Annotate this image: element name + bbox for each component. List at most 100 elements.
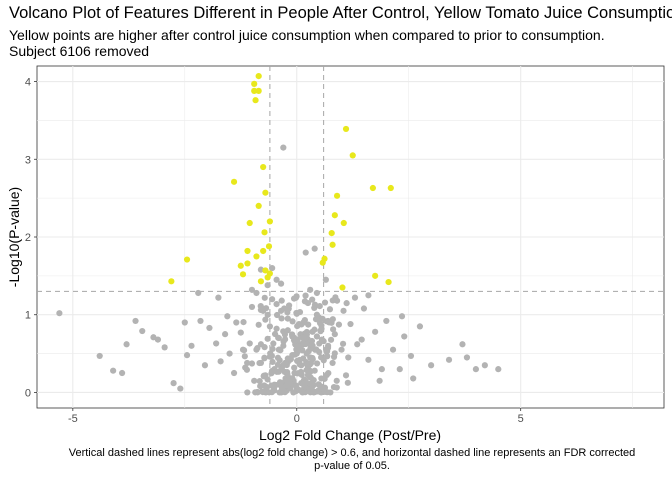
- nonsignificant-point: [240, 347, 248, 354]
- nonsignificant-point: [301, 317, 308, 324]
- significant-point: [265, 243, 273, 250]
- nonsignificant-point: [256, 359, 263, 367]
- significant-point: [264, 274, 271, 281]
- nonsignificant-point: [323, 371, 330, 378]
- chart-caption: Vertical dashed lines represent abs(log2…: [40, 447, 664, 472]
- significant-point: [244, 260, 251, 267]
- nonsignificant-point: [261, 355, 268, 362]
- nonsignificant-points: [56, 144, 502, 396]
- nonsignificant-point: [254, 388, 261, 396]
- subtitle-line-1: Yellow points are higher after control j…: [9, 27, 605, 43]
- y-tick-label: 2: [25, 232, 31, 244]
- nonsignificant-point: [329, 326, 337, 333]
- significant-point: [262, 189, 269, 196]
- nonsignificant-point: [339, 340, 347, 347]
- significant-point: [255, 87, 262, 94]
- y-tick-label: 0: [25, 387, 31, 399]
- nonsignificant-point: [309, 296, 316, 303]
- nonsignificant-point: [333, 377, 340, 384]
- nonsignificant-point: [291, 338, 298, 345]
- nonsignificant-point: [262, 305, 270, 312]
- nonsignificant-point: [263, 384, 271, 391]
- nonsignificant-point: [331, 350, 338, 357]
- significant-point: [329, 241, 336, 248]
- nonsignificant-point: [253, 289, 260, 297]
- nonsignificant-point: [118, 369, 126, 377]
- x-tick-label: -5: [68, 413, 78, 425]
- nonsignificant-point: [329, 297, 336, 304]
- nonsignificant-point: [293, 310, 300, 317]
- caption-line-1: Vertical dashed lines represent abs(log2…: [68, 447, 636, 459]
- significant-point: [333, 192, 341, 199]
- significant-point: [342, 125, 350, 133]
- nonsignificant-point: [428, 362, 435, 369]
- nonsignificant-point: [281, 361, 288, 368]
- nonsignificant-point: [268, 352, 276, 359]
- nonsignificant-point: [299, 334, 306, 341]
- nonsignificant-point: [396, 366, 403, 373]
- nonsignificant-point: [241, 353, 248, 360]
- nonsignificant-point: [254, 345, 261, 352]
- caption-line-2: p-value of 0.05.: [314, 459, 390, 472]
- nonsignificant-point: [273, 325, 280, 332]
- nonsignificant-point: [302, 292, 309, 299]
- x-tick-label: 0: [294, 413, 300, 425]
- nonsignificant-point: [320, 357, 327, 364]
- nonsignificant-point: [177, 385, 184, 392]
- nonsignificant-point: [257, 382, 264, 390]
- subtitle-line-2: Subject 6106 removed: [9, 43, 150, 59]
- nonsignificant-point: [321, 299, 329, 306]
- nonsignificant-point: [294, 322, 301, 330]
- nonsignificant-point: [378, 366, 385, 373]
- nonsignificant-point: [389, 346, 397, 353]
- y-tick-label: 3: [25, 154, 31, 166]
- nonsignificant-point: [410, 375, 417, 382]
- nonsignificant-point: [257, 302, 264, 310]
- nonsignificant-point: [217, 358, 224, 365]
- nonsignificant-point: [307, 380, 314, 387]
- nonsignificant-point: [302, 249, 309, 256]
- nonsignificant-point: [96, 352, 103, 360]
- nonsignificant-point: [264, 335, 271, 342]
- nonsignificant-point: [294, 347, 302, 355]
- significant-point: [319, 259, 326, 266]
- nonsignificant-point: [343, 300, 350, 307]
- nonsignificant-point: [347, 320, 354, 328]
- significant-point: [251, 80, 258, 87]
- nonsignificant-point: [248, 360, 256, 367]
- nonsignificant-point: [301, 383, 308, 391]
- nonsignificant-point: [170, 380, 177, 387]
- nonsignificant-point: [340, 307, 347, 314]
- nonsignificant-point: [188, 342, 195, 349]
- significant-point: [372, 272, 379, 279]
- significant-point: [168, 278, 175, 285]
- nonsignificant-point: [313, 333, 321, 340]
- significant-point: [253, 253, 260, 260]
- nonsignificant-point: [123, 341, 130, 348]
- nonsignificant-point: [290, 389, 297, 396]
- nonsignificant-point: [224, 313, 231, 320]
- significant-point: [349, 152, 356, 159]
- nonsignificant-point: [311, 326, 318, 333]
- nonsignificant-point: [285, 302, 293, 309]
- nonsignificant-point: [329, 316, 336, 323]
- nonsignificant-point: [132, 317, 139, 325]
- nonsignificant-point: [383, 317, 390, 325]
- nonsignificant-point: [296, 361, 303, 368]
- significant-point: [260, 163, 267, 171]
- significant-point: [387, 184, 394, 192]
- nonsignificant-point: [262, 316, 269, 323]
- nonsignificant-point: [322, 276, 329, 283]
- nonsignificant-point: [269, 264, 276, 272]
- nonsignificant-point: [289, 318, 296, 325]
- nonsignificant-point: [344, 379, 351, 386]
- nonsignificant-point: [268, 370, 275, 377]
- significant-point: [183, 256, 191, 263]
- nonsignificant-point: [244, 389, 251, 396]
- nonsignificant-point: [261, 344, 268, 351]
- nonsignificant-point: [233, 319, 240, 326]
- significant-point: [251, 87, 258, 94]
- nonsignificant-point: [288, 331, 296, 338]
- nonsignificant-point: [181, 319, 188, 326]
- nonsignificant-point: [56, 310, 63, 317]
